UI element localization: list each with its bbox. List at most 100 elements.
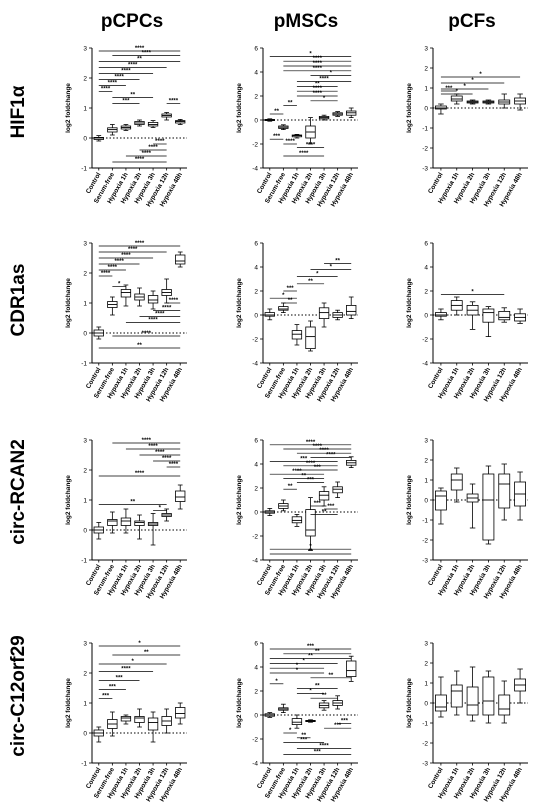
box-2 [120,124,132,131]
y-tick-label: -2 [252,336,258,343]
significance-label: *** [300,738,308,744]
significance-label: ** [322,693,327,699]
row-title-hif1a: HIF1α [8,85,29,138]
y-tick-label: 3 [424,437,428,444]
y-tick-label: 1 [83,497,87,504]
significance-label: * [471,78,474,84]
box-5 [514,93,526,111]
y-tick-label: 4 [254,69,258,76]
significance-label: * [282,293,285,299]
box-iqr [435,312,447,317]
box-iqr [175,707,186,719]
box-3 [134,708,145,728]
y-tick-label: 0 [83,730,87,737]
significance-label: *** [327,504,335,510]
significance-label: *** [122,99,130,105]
significance-label: **** [148,145,158,151]
y-tick-label: 3 [83,437,87,444]
box-5 [332,695,343,710]
significance-label: **** [155,450,165,456]
box-6 [175,119,186,125]
box-3 [134,287,145,307]
significance-label: **** [142,151,152,157]
y-tick-label: -2 [422,740,428,747]
y-tick-label: 0 [424,497,428,504]
y-tick-label: 2 [254,93,258,100]
y-tick-label: -4 [252,165,258,172]
y-tick-label: 4 [424,264,428,271]
significance-label: **** [313,444,323,450]
significance-label: **** [313,66,323,72]
y-tick-label: 2 [424,457,428,464]
significance-label: ** [274,109,279,115]
box-0 [264,507,275,516]
significance-label: * [118,282,121,288]
box-3 [305,320,316,352]
y-axis-label: log2 foldchange [236,83,243,133]
box-iqr [450,473,463,491]
significance-label: **** [169,99,179,105]
y-tick-label: 1 [83,300,87,307]
significance-label: ** [288,298,293,304]
box-iqr [346,304,357,316]
y-axis-label: log2 foldchange [406,278,413,328]
significance-label: **** [299,151,309,157]
box-6 [175,251,186,268]
box-iqr [498,694,511,716]
y-tick-label: 6 [424,240,428,247]
y-tick-label: 6 [254,640,258,647]
significance-label: ** [288,484,293,490]
box-3 [305,117,316,145]
box-0 [93,522,104,540]
box-2 [291,133,303,139]
y-tick-label: 2 [424,288,428,295]
y-axis-label: log2 foldchange [406,475,413,525]
significance-label: ** [130,93,135,99]
y-tick-label: 2 [424,65,428,72]
significance-label: ** [315,81,320,87]
significance-label: * [296,668,299,674]
box-1 [278,124,289,131]
box-iqr [291,718,303,725]
significance-label: * [309,51,312,57]
significance-label: *** [116,676,124,682]
y-axis-label: log2 foldchange [236,475,243,525]
significance-label: *** [287,286,295,292]
box-5 [332,481,343,499]
significance-label: **** [135,471,145,477]
y-tick-label: 6 [254,45,258,52]
significance-label: *** [314,750,322,756]
significance-label: ** [335,258,340,264]
significance-label: **** [306,143,316,149]
y-tick-label: 2 [83,670,87,677]
significance-label: * [309,544,312,550]
y-tick-label: 0 [83,527,87,534]
box-2 [120,714,132,725]
box-6 [175,702,186,725]
y-tick-label: -2 [422,336,428,343]
significance-label: ** [144,650,149,656]
y-axis-label: log2 foldchange [236,278,243,328]
box-iqr [482,473,495,541]
box-4 [318,302,330,328]
box-3 [482,465,495,545]
box-0 [264,308,275,321]
box-5 [514,308,526,324]
box-4 [498,93,511,109]
box-iqr [482,676,495,716]
box-2 [291,324,303,346]
y-axis-label: log2 foldchange [406,678,413,728]
box-3 [482,306,495,338]
box-0 [435,103,447,115]
box-0 [93,726,104,743]
box-2 [466,666,479,722]
box-iqr [120,517,132,526]
box-1 [278,302,289,314]
significance-label: *** [314,465,322,471]
